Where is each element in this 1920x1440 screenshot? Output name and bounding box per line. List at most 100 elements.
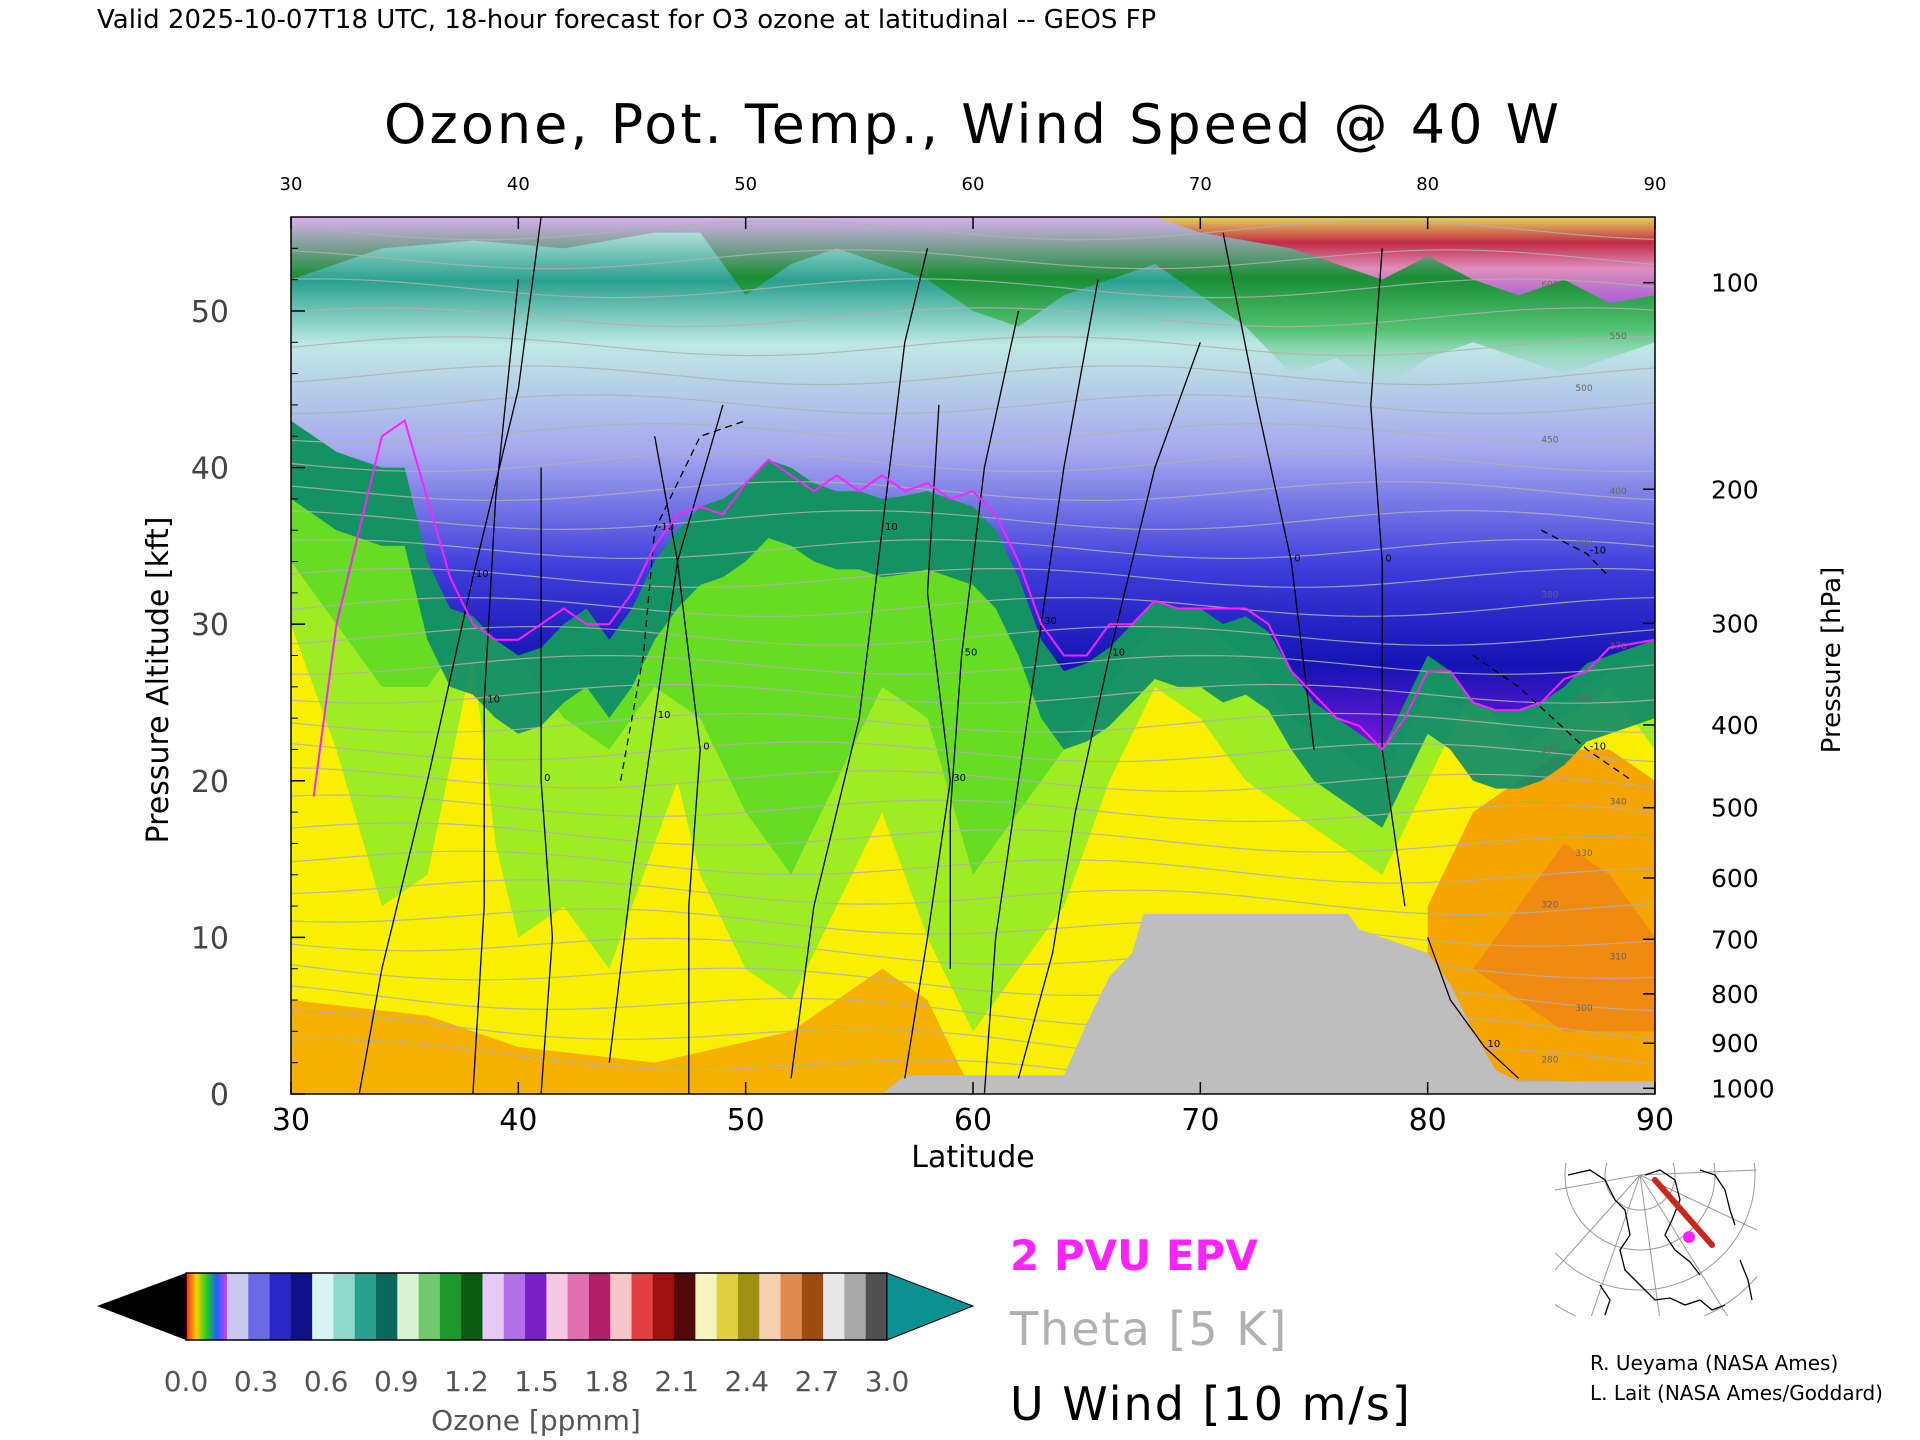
theta-label: 300 bbox=[1575, 1004, 1592, 1014]
epv-2pvu-contour bbox=[312, 418, 1655, 797]
colorbar-cell bbox=[248, 1273, 271, 1340]
u-wind-line bbox=[654, 436, 701, 1094]
colorbar-cell bbox=[631, 1273, 654, 1340]
colorbar-cell bbox=[397, 1273, 420, 1340]
pressure-tick-label: 400 bbox=[1711, 711, 1759, 740]
legend-epv: 2 PVU EPV bbox=[1010, 1231, 1258, 1280]
terrain-mask bbox=[882, 913, 1655, 1094]
upper-high-ozone-fill bbox=[1154, 217, 1655, 304]
colorbar-cell bbox=[546, 1273, 569, 1340]
x-tick-label: 40 bbox=[499, 1103, 537, 1138]
u-wind-label: 30 bbox=[953, 773, 966, 784]
theta-line bbox=[291, 596, 1655, 617]
colorbar-cell bbox=[525, 1273, 547, 1340]
u-wind-label: 10 bbox=[658, 710, 671, 721]
x-tick-label: 60 bbox=[954, 1103, 992, 1138]
theta-label: 340 bbox=[1610, 797, 1627, 807]
colorbar-cell bbox=[844, 1273, 867, 1340]
u-wind-line bbox=[790, 248, 929, 1079]
theta-contours bbox=[291, 220, 1655, 1091]
theta-label: 320 bbox=[1541, 901, 1558, 911]
theta-line bbox=[291, 879, 1655, 916]
colorbar-cell bbox=[610, 1273, 633, 1340]
colorbar-cell bbox=[716, 1273, 739, 1340]
u-wind-dashed-line bbox=[1541, 529, 1610, 578]
map-marker bbox=[1683, 1231, 1695, 1243]
colorbar-cell bbox=[312, 1273, 334, 1340]
y-tick-label: 40 bbox=[191, 452, 229, 487]
x-tick-label: 80 bbox=[1409, 1103, 1447, 1138]
colorbar-cell bbox=[588, 1273, 611, 1340]
theta-label: 370 bbox=[1610, 642, 1627, 652]
u-wind-label: 10 bbox=[1488, 1039, 1501, 1050]
coastline bbox=[1567, 1169, 1753, 1316]
locator-map bbox=[1555, 1163, 1757, 1316]
u-wind-label: -10 bbox=[1590, 546, 1606, 557]
u-wind-label: 50 bbox=[965, 648, 978, 659]
credits: R. Ueyama (NASA Ames) L. Lait (NASA Ames… bbox=[1590, 1348, 1883, 1408]
colorbar-tick-label: 1.8 bbox=[584, 1365, 629, 1398]
colorbar-cell bbox=[503, 1273, 526, 1340]
colorbar-tick-label: 2.1 bbox=[654, 1365, 699, 1398]
theta-label: 450 bbox=[1541, 436, 1558, 446]
u-wind-label: -10 bbox=[1590, 741, 1606, 752]
cross-section-track bbox=[1652, 1177, 1715, 1248]
colorbar-cell bbox=[652, 1273, 675, 1340]
theta-line bbox=[291, 567, 1655, 589]
colorbar-cell bbox=[354, 1273, 377, 1340]
u-wind-line bbox=[904, 404, 951, 1079]
pressure-tick-label: 700 bbox=[1711, 925, 1759, 954]
legend-wind: U Wind [10 m/s] bbox=[1010, 1377, 1412, 1431]
colorbar-label: Ozone [ppmm] bbox=[431, 1404, 641, 1437]
theta-line bbox=[291, 423, 1655, 444]
ozone-band-tropopause bbox=[291, 412, 1655, 828]
u-wind-label: 30 bbox=[1044, 616, 1057, 627]
x-tick-label-top: 30 bbox=[280, 174, 303, 195]
legend-theta: Theta [5 K] bbox=[1009, 1302, 1288, 1356]
colorbar-tick-label: 0.3 bbox=[234, 1365, 279, 1398]
u-wind-line bbox=[1370, 248, 1406, 907]
theta-line bbox=[291, 452, 1655, 473]
colorbar-rainbow-segment bbox=[186, 1273, 227, 1340]
colorbar-cell bbox=[865, 1273, 888, 1340]
x-axis-label: Latitude bbox=[911, 1140, 1034, 1175]
axes: 3030404050506060707080809090010203040501… bbox=[191, 174, 1775, 1138]
y-tick-label: 20 bbox=[191, 765, 229, 800]
theta-label: 390 bbox=[1575, 539, 1592, 549]
u-wind-dashed-line bbox=[619, 419, 746, 781]
colorbar-cell bbox=[567, 1273, 590, 1340]
colorbar-cell bbox=[823, 1273, 845, 1340]
colorbar-cell bbox=[439, 1273, 462, 1340]
u-wind-label: 0 bbox=[544, 773, 550, 784]
colorbar-cell bbox=[759, 1273, 782, 1340]
x-tick-label: 30 bbox=[272, 1103, 310, 1138]
u-wind-label: 10 bbox=[885, 522, 898, 533]
x-tick-label-top: 40 bbox=[507, 174, 530, 195]
theta-line bbox=[291, 767, 1655, 793]
pressure-tick-label: 500 bbox=[1711, 794, 1759, 823]
colorbar-cell bbox=[269, 1273, 292, 1340]
theta-line bbox=[291, 336, 1655, 357]
y-tick-label: 30 bbox=[191, 608, 229, 643]
colorbar-low-arrow bbox=[97, 1273, 186, 1340]
colorbar-cell bbox=[227, 1273, 249, 1340]
theta-label: 330 bbox=[1575, 849, 1592, 859]
x-tick-label-top: 90 bbox=[1644, 174, 1667, 195]
u-wind-label: 10 bbox=[476, 569, 489, 580]
pressure-tick-label: 900 bbox=[1711, 1029, 1759, 1058]
theta-label: 280 bbox=[1541, 1056, 1558, 1066]
colorbar-tick-label: 0.9 bbox=[374, 1365, 419, 1398]
colorbar-cell bbox=[290, 1273, 313, 1340]
u-wind-line bbox=[472, 279, 519, 1094]
theta-line bbox=[291, 509, 1655, 531]
pressure-tick-label: 200 bbox=[1711, 475, 1759, 504]
header-valid-line: Valid 2025-10-07T18 UTC, 18-hour forecas… bbox=[97, 5, 1156, 35]
theta-line bbox=[291, 249, 1655, 270]
colorbar-cell bbox=[695, 1273, 718, 1340]
u-wind-label: 10 bbox=[487, 694, 500, 705]
ozone-band-orange-deep bbox=[1473, 843, 1655, 1032]
colorbar-cell bbox=[418, 1273, 441, 1340]
colorbar-cell bbox=[801, 1273, 824, 1340]
chart-title: Ozone, Pot. Temp., Wind Speed @ 40 W bbox=[384, 93, 1562, 156]
